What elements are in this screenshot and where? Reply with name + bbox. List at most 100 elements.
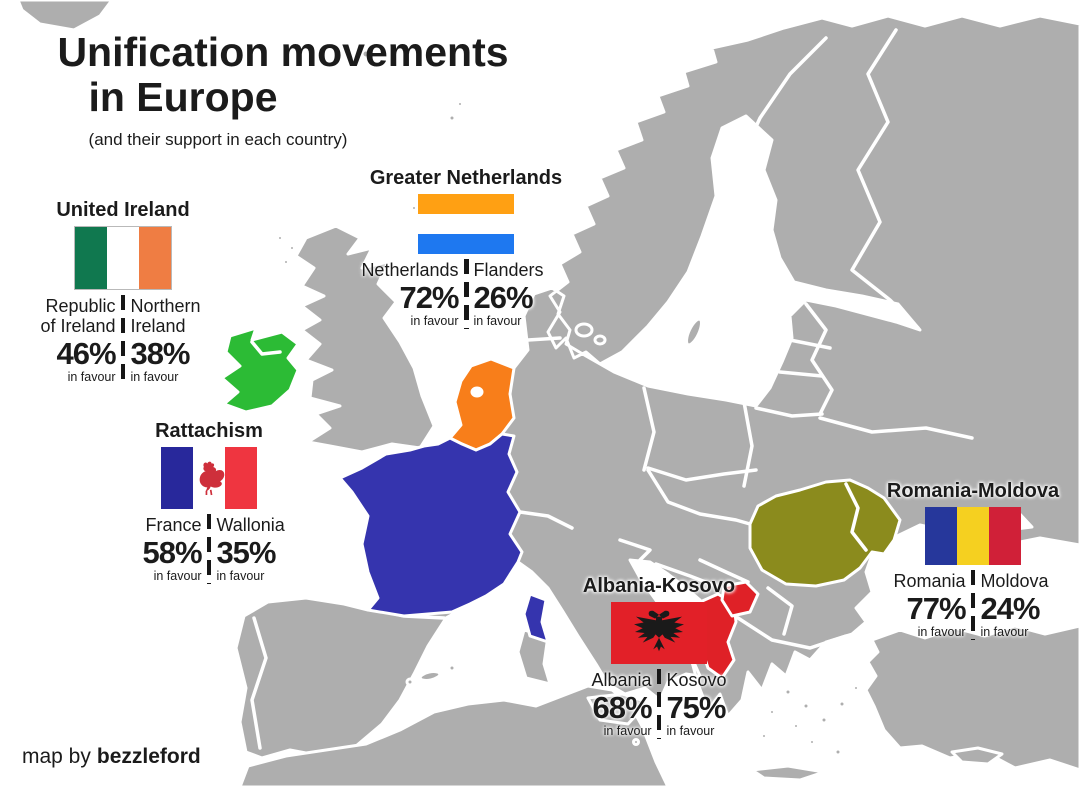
map-corsica (522, 592, 550, 644)
column-divider (463, 259, 469, 330)
column-divider (206, 514, 212, 585)
support-note: in favour (67, 370, 116, 385)
page-subtitle: (and their support in each country) (88, 130, 348, 150)
support-note: in favour (216, 569, 265, 584)
movement-title: Greater Netherlands (369, 167, 563, 189)
credit-prefix: map by (22, 745, 91, 768)
support-columns: Netherlands 72% in favour Flanders 26% i… (356, 259, 576, 343)
support-percent: 46% (56, 335, 117, 371)
ijsselmeer (470, 386, 484, 398)
support-percent: 77% (906, 590, 967, 626)
flag-stripe-orange (418, 194, 514, 214)
moldova-border (844, 482, 868, 552)
flag-stripe-orange (139, 227, 171, 289)
page-title-line2: in Europe (88, 74, 278, 121)
page-title-line1: Unification movements (57, 29, 509, 75)
movement-title: Rattachism (155, 420, 263, 442)
romania-flag (925, 507, 1021, 565)
double-headed-eagle-icon (634, 610, 684, 652)
page-header: Unification movements in Europe (and the… (28, 29, 548, 150)
map-france-wallonia (338, 432, 524, 618)
country-borders (250, 28, 974, 750)
support-right: Flanders 26% in favour (474, 259, 576, 329)
ni-border (250, 340, 282, 356)
column-divider (120, 295, 126, 386)
map-turkey (864, 624, 1080, 772)
flag-stripe-blue (925, 507, 957, 565)
region-name: Kosovo (666, 670, 727, 690)
map-romania-moldova (748, 478, 902, 588)
support-left: Albania 68% in favour (554, 669, 653, 739)
region-name: Albania (591, 670, 652, 690)
support-percent: 58% (142, 534, 203, 570)
support-note: in favour (980, 625, 1029, 640)
column-divider (656, 669, 662, 740)
walloon-rooster-icon (199, 461, 225, 496)
movement-albania-kosovo: Albania-Kosovo Albania 68% in favour (554, 575, 764, 753)
flag-stripe-blue (161, 447, 193, 509)
support-note: in favour (130, 370, 179, 385)
flag-stripe-red (225, 447, 257, 509)
support-percent: 35% (216, 534, 276, 570)
region-name: Republic of Ireland (40, 296, 116, 336)
movement-rattachism: Rattachism France 58% in favour Wallonia… (104, 420, 314, 598)
support-note: in favour (603, 724, 652, 739)
movement-title: Albania-Kosovo (582, 575, 736, 597)
support-note: in favour (666, 724, 715, 739)
flag-stripe-blue (418, 234, 514, 254)
column-divider (970, 570, 976, 641)
support-right: Northern Ireland 38% in favour (130, 295, 213, 385)
support-left: Romania 77% in favour (868, 570, 967, 640)
movement-title: United Ireland (56, 199, 190, 221)
credit-author: bezzleford (96, 745, 201, 768)
support-left: Republic of Ireland 46% in favour (33, 295, 116, 385)
prinsenvlag-flag (418, 194, 514, 254)
support-columns: Romania 77% in favour Moldova 24% in fav… (868, 570, 1078, 654)
map-great-britain (294, 224, 436, 454)
region-name: France (145, 515, 202, 535)
movement-united-ireland: United Ireland Republic of Ireland 46% i… (33, 199, 213, 399)
islands (276, 41, 1004, 782)
support-percent: 75% (666, 689, 726, 725)
support-percent: 26% (473, 279, 534, 315)
support-note: in favour (153, 569, 202, 584)
map-north-africa (238, 684, 670, 787)
flag-stripe-yellow (957, 507, 989, 565)
region-name: Flanders (473, 260, 544, 280)
region-name: Moldova (980, 571, 1049, 591)
map-credit: map by bezzleford (22, 745, 201, 769)
support-right: Wallonia 35% in favour (216, 514, 314, 584)
support-note: in favour (917, 625, 966, 640)
support-note: in favour (410, 314, 459, 329)
support-columns: France 58% in favour Wallonia 35% in fav… (104, 514, 314, 598)
region-name: Romania (893, 571, 966, 591)
support-right: Moldova 24% in favour (980, 570, 1078, 640)
support-left: France 58% in favour (104, 514, 203, 584)
movement-title: Romania-Moldova (886, 480, 1060, 502)
flag-stripe-green (75, 227, 107, 289)
support-right: Kosovo 75% in favour (666, 669, 764, 739)
support-percent: 68% (592, 689, 653, 725)
albania-flag (611, 602, 707, 664)
france-wallonia-flag (161, 447, 257, 509)
map-kosovo (720, 580, 760, 618)
ireland-flag (74, 226, 172, 290)
flag-stripe-white (418, 214, 514, 234)
support-percent: 38% (130, 335, 190, 371)
region-name: Northern Ireland (130, 296, 201, 336)
support-columns: Republic of Ireland 46% in favour Northe… (33, 295, 213, 399)
support-percent: 24% (980, 590, 1040, 626)
flag-stripe-red (989, 507, 1021, 565)
region-name: Netherlands (361, 260, 459, 280)
map-united-ireland (220, 326, 300, 414)
movement-greater-netherlands: Greater Netherlands Netherlands 72% in f… (356, 167, 576, 343)
movement-romania-moldova: Romania-Moldova Romania 77% in favour Mo… (868, 480, 1078, 654)
support-columns: Albania 68% in favour Kosovo 75% in favo… (554, 669, 764, 753)
flag-stripe-white (107, 227, 139, 289)
map-iceland (16, 0, 114, 32)
region-name: Wallonia (216, 515, 285, 535)
support-percent: 72% (399, 279, 459, 315)
support-note: in favour (473, 314, 522, 329)
support-left: Netherlands 72% in favour (357, 259, 459, 329)
